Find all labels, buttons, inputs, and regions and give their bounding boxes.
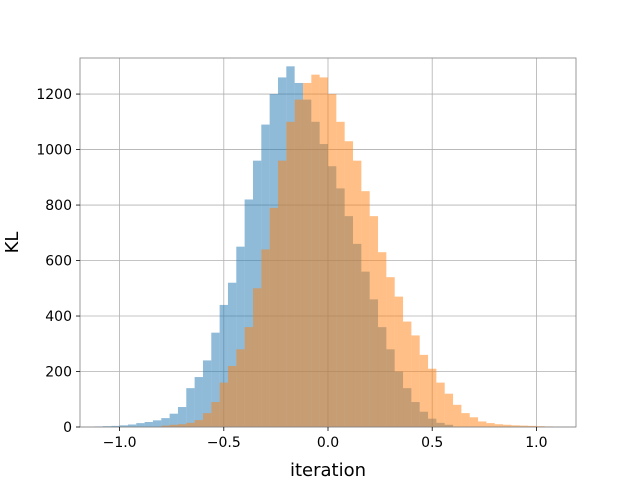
histogram-bar: [319, 77, 328, 427]
histogram-bar: [336, 121, 345, 428]
histogram-bar: [528, 425, 537, 427]
histogram-bar: [219, 382, 228, 427]
histogram-bar: [302, 82, 312, 428]
histogram-bar: [294, 99, 303, 427]
y-tick-label: 200: [45, 365, 72, 381]
histogram-bar: [411, 335, 420, 427]
histogram-bar: [378, 252, 387, 427]
x-axis-label: iteration: [290, 460, 366, 480]
histogram-bar: [136, 423, 145, 427]
histogram-bar: [186, 422, 195, 427]
histogram-bar: [453, 404, 462, 427]
histogram-bar: [461, 413, 470, 427]
histogram-bar: [161, 418, 170, 427]
histogram-bar: [244, 199, 253, 427]
histogram-bar: [202, 360, 212, 427]
y-tick-label: 800: [45, 198, 72, 214]
histogram-bar: [194, 377, 203, 427]
x-axis-ticks: −1.0 −0.5 0.0 0.5 1.0: [103, 427, 548, 451]
y-tick-label: 600: [45, 254, 72, 270]
y-tick-label: 1200: [36, 87, 72, 103]
histogram-bar: [169, 413, 178, 427]
histogram-bars: [94, 66, 554, 428]
histogram-bar: [144, 422, 153, 427]
histogram-bar: [236, 349, 245, 427]
histogram-bar: [227, 282, 237, 427]
histogram-bar: [361, 191, 370, 427]
histogram-bar: [503, 424, 512, 427]
x-tick-label: 0.5: [421, 435, 443, 451]
x-tick-label: 1.0: [525, 435, 547, 451]
histogram-bar: [277, 160, 287, 428]
histogram-bar: [344, 141, 354, 427]
y-tick-label: 1000: [36, 143, 72, 159]
histogram-bar: [202, 413, 212, 427]
histogram-bar: [428, 368, 437, 427]
y-tick-label: 400: [45, 309, 72, 325]
histogram-bar: [236, 246, 245, 427]
histogram-bar: [511, 425, 520, 427]
histogram-bar: [227, 365, 237, 427]
histogram-bar: [286, 121, 295, 428]
histogram-bar: [519, 425, 529, 427]
histogram-bar: [494, 424, 504, 427]
x-tick-label: −1.0: [103, 435, 137, 451]
histogram-bar: [186, 388, 195, 427]
histogram-bar: [127, 424, 137, 427]
y-axis-label: KL: [2, 232, 23, 254]
histogram-bar: [177, 407, 187, 427]
histogram-bar: [403, 321, 412, 427]
histogram-bar: [219, 304, 228, 427]
y-tick-label: 0: [63, 420, 72, 436]
y-axis-ticks: 0 200 400 600 800 1000 1200: [36, 87, 80, 436]
histogram-bar: [252, 288, 262, 427]
histogram-bar: [469, 417, 479, 427]
histogram-bar: [244, 327, 253, 427]
histogram-bar: [102, 426, 112, 427]
histogram-bar: [161, 425, 170, 427]
histogram-bar: [536, 426, 545, 427]
histogram-bar: [311, 74, 320, 428]
histogram-bar: [444, 393, 454, 427]
histogram-bar: [369, 216, 379, 427]
histogram-bar: [386, 277, 395, 427]
histogram-bar: [261, 249, 270, 427]
histogram-bar: [328, 94, 337, 427]
histogram-bar: [419, 354, 429, 427]
x-tick-label: 0.0: [317, 435, 339, 451]
histogram-bar: [394, 296, 404, 427]
histogram-bar: [269, 207, 278, 427]
histogram-bar: [119, 425, 128, 427]
histogram-bar: [169, 424, 178, 427]
x-tick-label: −0.5: [207, 435, 241, 451]
histogram-bar: [177, 424, 187, 427]
histogram-bar: [194, 420, 203, 427]
histogram-bar: [211, 402, 220, 427]
histogram-bar: [486, 423, 495, 427]
histogram-bar: [211, 332, 220, 427]
histogram-bar: [436, 382, 445, 427]
histogram-bar: [353, 160, 362, 428]
histogram-bar: [152, 420, 162, 427]
series-2-bars: [161, 74, 554, 428]
histogram-bar: [111, 425, 120, 427]
histogram-bar: [478, 421, 487, 427]
